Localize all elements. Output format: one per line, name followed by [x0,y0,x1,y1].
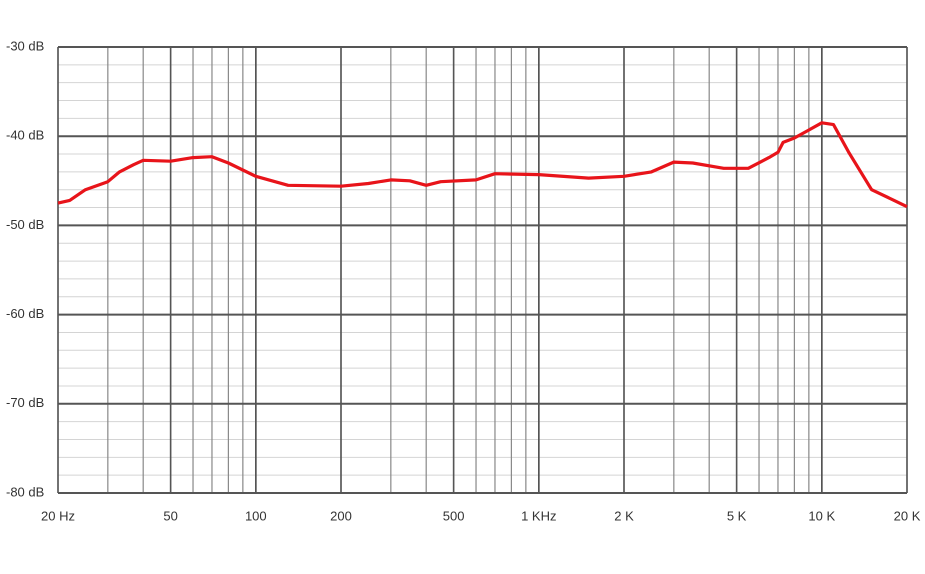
x-tick-label: 20 Hz [41,508,75,523]
x-tick-label: 50 [163,508,177,523]
x-tick-label: 500 [443,508,465,523]
y-tick-label: -50 dB [6,217,44,232]
y-tick-label: -80 dB [6,484,44,499]
x-tick-label: 100 [245,508,267,523]
x-tick-label: 5 K [727,508,747,523]
x-tick-label: 20 K [894,508,921,523]
y-tick-label: -40 dB [6,128,44,143]
y-tick-label: -60 dB [6,306,44,321]
y-tick-label: -30 dB [6,38,44,53]
response-line [57,121,908,209]
x-tick-label: 1 KHz [521,508,556,523]
x-tick-label: 2 K [614,508,634,523]
y-tick-label: -70 dB [6,395,44,410]
x-tick-label: 10 K [808,508,835,523]
x-tick-label: 200 [330,508,352,523]
